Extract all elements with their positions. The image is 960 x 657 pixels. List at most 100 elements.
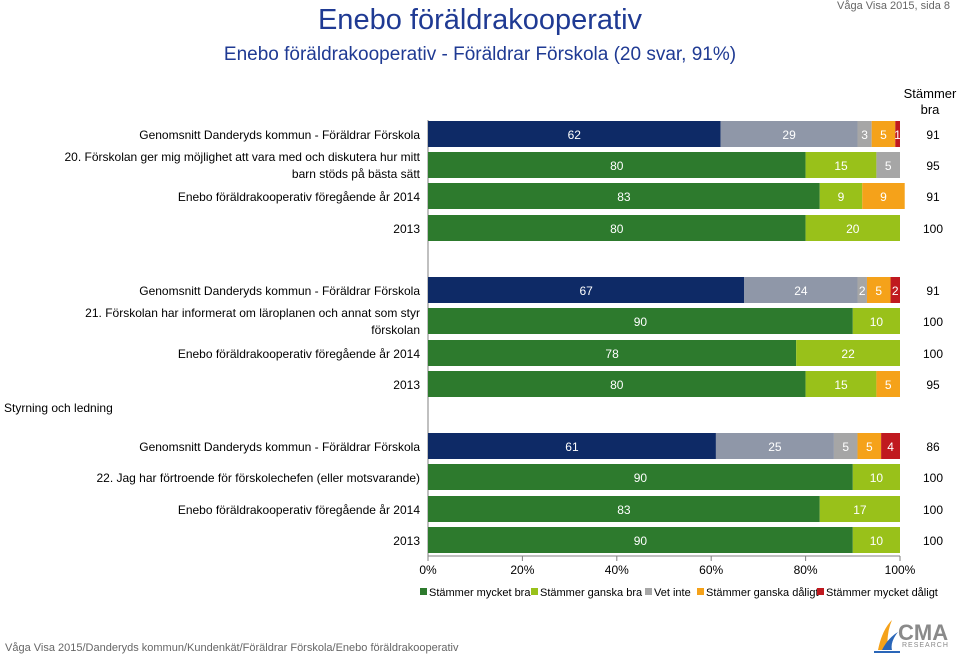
data-label: 80 xyxy=(610,159,624,173)
bar-segment xyxy=(428,215,806,241)
logo-text: CMA xyxy=(898,620,949,645)
data-label: 0 xyxy=(901,222,908,236)
bar-segment xyxy=(895,121,900,147)
bar-segment xyxy=(852,308,900,334)
stammer-bra-value: 100 xyxy=(923,222,943,236)
bar-segment xyxy=(862,183,905,209)
data-label: 10 xyxy=(870,315,884,329)
data-label: 5 xyxy=(842,440,849,454)
data-label: 80 xyxy=(610,378,624,392)
row-label: Genomsnitt Danderyds kommun - Föräldrar … xyxy=(139,128,420,142)
bar-segment xyxy=(881,433,900,459)
row-label: 2013 xyxy=(393,378,420,392)
bar-segment xyxy=(428,183,820,209)
data-label: 62 xyxy=(568,128,582,142)
x-tick-label: 0% xyxy=(419,563,437,577)
bar-segment xyxy=(805,215,900,241)
data-label: 10 xyxy=(870,471,884,485)
question-text: barn stöds på bästa sätt xyxy=(292,167,421,181)
row-label: Enebo föräldrakooperativ föregående år 2… xyxy=(178,190,421,204)
bar-segment xyxy=(871,121,896,147)
stammer-bra-value: 95 xyxy=(926,378,940,392)
row-label: Enebo föräldrakooperativ föregående år 2… xyxy=(178,503,421,517)
bar-segment xyxy=(428,527,853,553)
data-label: 9 xyxy=(838,190,845,204)
bar-segment xyxy=(876,371,900,397)
bar-segment xyxy=(796,340,900,366)
legend-swatch xyxy=(531,588,538,595)
data-label: 5 xyxy=(880,128,887,142)
data-label: 80 xyxy=(610,222,624,236)
data-label: 67 xyxy=(579,284,593,298)
bar-segment xyxy=(428,152,806,178)
row-label: Genomsnitt Danderyds kommun - Föräldrar … xyxy=(139,440,420,454)
data-label: 61 xyxy=(565,440,579,454)
stammer-bra-value: 91 xyxy=(926,128,940,142)
legend-swatch xyxy=(420,588,427,595)
question-text: 21. Förskolan har informerat om läroplan… xyxy=(85,306,420,320)
bar-segment xyxy=(744,277,858,303)
footer-path: Våga Visa 2015/Danderyds kommun/Kundenkä… xyxy=(5,642,459,654)
stammer-bra-value: 100 xyxy=(923,315,943,329)
bar-segment xyxy=(428,496,820,522)
stammer-bra-value: 100 xyxy=(923,347,943,361)
data-label: 20 xyxy=(846,222,860,236)
data-label: 0 xyxy=(901,503,908,517)
bar-segment xyxy=(428,308,853,334)
bar-segment xyxy=(428,340,797,366)
bar-segment xyxy=(805,152,877,178)
legend-label: Stämmer ganska bra xyxy=(540,587,643,599)
stammer-bra-value: 100 xyxy=(923,471,943,485)
x-tick-label: 20% xyxy=(510,563,534,577)
data-label: 0 xyxy=(901,534,908,548)
bar-segment xyxy=(428,433,716,459)
data-label: 4 xyxy=(887,440,894,454)
stammer-bra-value: 95 xyxy=(926,159,940,173)
legend-swatch xyxy=(645,588,652,595)
data-label: 25 xyxy=(768,440,782,454)
page-title: Enebo föräldrakooperativ xyxy=(317,4,643,36)
stammer-bra-value: 91 xyxy=(926,284,940,298)
bar-segment xyxy=(428,464,853,490)
row-label: 2013 xyxy=(393,222,420,236)
section-label: Styrning och ledning xyxy=(4,401,113,415)
page-info: Våga Visa 2015, sida 8 xyxy=(837,0,950,12)
data-label: 15 xyxy=(834,378,848,392)
legend-label: Vet inte xyxy=(654,587,691,599)
legend-swatch xyxy=(817,588,824,595)
data-label: 90 xyxy=(634,315,648,329)
data-label: 78 xyxy=(605,347,619,361)
data-label: 83 xyxy=(617,503,631,517)
data-label: 0 xyxy=(905,190,912,204)
bar-segment xyxy=(715,433,834,459)
bar-segment xyxy=(819,496,900,522)
stammer-bra-value: 100 xyxy=(923,503,943,517)
stammer-bra-value: 86 xyxy=(926,440,940,454)
legend-label: Stämmer mycket dåligt xyxy=(826,587,938,599)
data-label: 9 xyxy=(880,190,887,204)
row-label: Enebo föräldrakooperativ föregående år 2… xyxy=(178,347,421,361)
data-label: 5 xyxy=(866,440,873,454)
data-label: 0 xyxy=(901,378,908,392)
bar-segment xyxy=(876,152,900,178)
data-label: 2 xyxy=(892,284,899,298)
legend-label: Stämmer mycket bra xyxy=(429,587,531,599)
x-tick-label: 80% xyxy=(794,563,818,577)
bar-segment xyxy=(428,371,806,397)
cma-logo-icon xyxy=(874,620,900,653)
bar-segment xyxy=(890,277,900,303)
question-text: förskolan xyxy=(371,323,420,337)
data-label: 15 xyxy=(834,159,848,173)
bar-segment xyxy=(857,121,872,147)
data-label: 24 xyxy=(794,284,808,298)
bar-segment xyxy=(857,433,882,459)
question-text: 22. Jag har förtroende för förskolechefe… xyxy=(96,471,420,485)
bar-segment xyxy=(819,183,863,209)
data-label: 0 xyxy=(901,471,908,485)
data-label: 2 xyxy=(859,284,866,298)
data-label: 90 xyxy=(634,534,648,548)
data-label: 3 xyxy=(861,128,868,142)
stammer-bra-value: 91 xyxy=(926,190,940,204)
logo-subtext: RESEARCH xyxy=(902,642,949,649)
